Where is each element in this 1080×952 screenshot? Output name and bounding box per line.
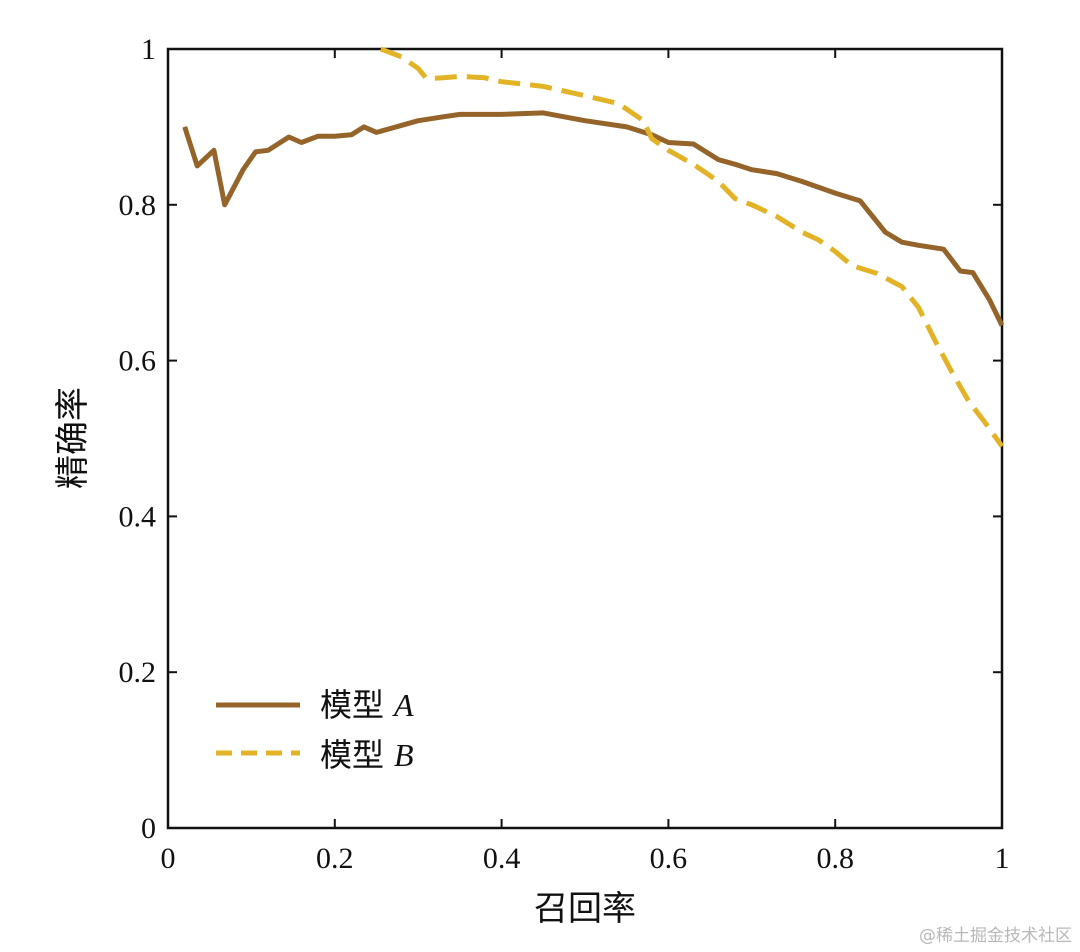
legend-label-b-name: 模型 xyxy=(320,736,384,774)
x-tick-label-4: 0.8 xyxy=(816,842,854,875)
y-tick-label-0: 0 xyxy=(141,812,156,845)
legend-label-b: 模型 B xyxy=(320,736,414,774)
x-tick-label-5: 1 xyxy=(995,842,1010,875)
x-axis-label: 召回率 xyxy=(534,889,636,929)
series-lines xyxy=(182,46,1005,448)
series-line-a xyxy=(182,110,1005,327)
series-line-b xyxy=(379,46,1005,448)
x-tick-label-3: 0.6 xyxy=(650,842,688,875)
y-tick-labels: 0 0.2 0.4 0.6 0.8 1 xyxy=(119,33,157,845)
plot-border xyxy=(166,47,1004,830)
y-tick-label-4: 0.8 xyxy=(119,189,157,222)
x-tick-label-2: 0.4 xyxy=(483,842,521,875)
legend-label-a-name: 模型 xyxy=(320,686,384,724)
legend-label-a: 模型 A xyxy=(320,686,414,724)
x-tick-label-0: 0 xyxy=(161,842,176,875)
y-tick-label-1: 0.2 xyxy=(119,656,157,689)
watermark: @稀土掘金技术社区 xyxy=(919,926,1072,946)
x-tick-labels: 0 0.2 0.4 0.6 0.8 1 xyxy=(161,842,1010,875)
x-tick-label-1: 0.2 xyxy=(316,842,354,875)
legend: 模型 A 模型 B xyxy=(216,686,414,774)
legend-label-b-suffix: B xyxy=(394,737,414,773)
y-tick-label-3: 0.6 xyxy=(119,345,157,378)
y-tick-label-2: 0.4 xyxy=(119,500,157,533)
plot-frame xyxy=(166,47,1004,830)
axis-ticks xyxy=(167,48,1003,829)
y-tick-label-5: 1 xyxy=(141,33,156,66)
y-axis-label: 精确率 xyxy=(53,387,93,489)
legend-label-a-suffix: A xyxy=(392,687,414,723)
